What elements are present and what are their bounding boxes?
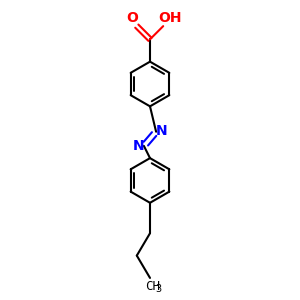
Text: OH: OH <box>159 11 182 25</box>
Text: N: N <box>133 140 144 153</box>
Text: CH: CH <box>145 280 160 292</box>
Text: N: N <box>156 124 167 138</box>
Text: 3: 3 <box>156 284 162 294</box>
Text: O: O <box>126 11 138 25</box>
